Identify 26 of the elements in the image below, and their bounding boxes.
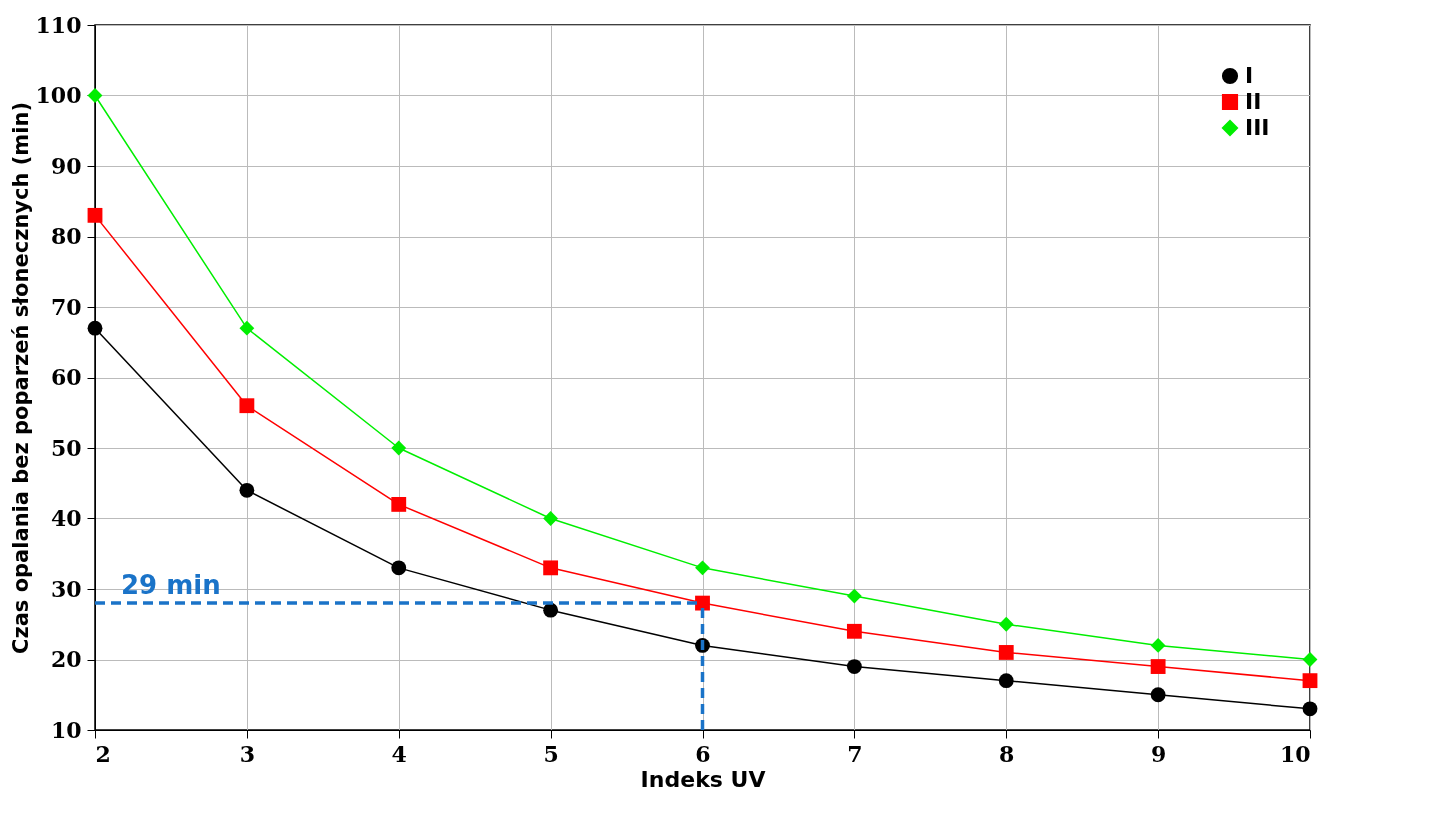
x-tick-label: 7 bbox=[847, 740, 863, 767]
y-axis-title: Czas opalania bez poparzeń słonecznych (min) bbox=[8, 102, 33, 654]
y-tick-label: 40 bbox=[50, 505, 82, 531]
y-tick-label: 110 bbox=[35, 11, 82, 38]
y-tick-label: 30 bbox=[50, 575, 82, 602]
legend-label: III bbox=[1245, 115, 1270, 140]
y-tick-label: 80 bbox=[50, 223, 82, 249]
x-tick-label: 2 bbox=[95, 740, 111, 767]
y-tick-label: 90 bbox=[50, 152, 82, 179]
y-tick-label: 60 bbox=[50, 364, 82, 390]
y-tick-label: 50 bbox=[50, 434, 82, 461]
x-axis-title: Indeks UV bbox=[640, 766, 766, 792]
y-tick-label: 20 bbox=[50, 646, 82, 672]
x-tick-label: 4 bbox=[391, 740, 407, 767]
x-tick-label: 5 bbox=[543, 740, 559, 767]
y-tick-label: 10 bbox=[50, 716, 82, 743]
ref-line-label: 29 min bbox=[121, 570, 221, 601]
y-tick-label: 70 bbox=[50, 293, 82, 320]
x-tick-label: 9 bbox=[1150, 740, 1167, 767]
x-tick-label: 10 bbox=[1279, 740, 1311, 767]
legend-label: I bbox=[1245, 63, 1254, 88]
x-tick-label: 3 bbox=[239, 740, 256, 767]
x-tick-label: 8 bbox=[999, 740, 1015, 767]
legend-label: II bbox=[1245, 89, 1262, 114]
x-tick-label: 6 bbox=[695, 740, 711, 767]
y-tick-label: 100 bbox=[35, 82, 82, 108]
